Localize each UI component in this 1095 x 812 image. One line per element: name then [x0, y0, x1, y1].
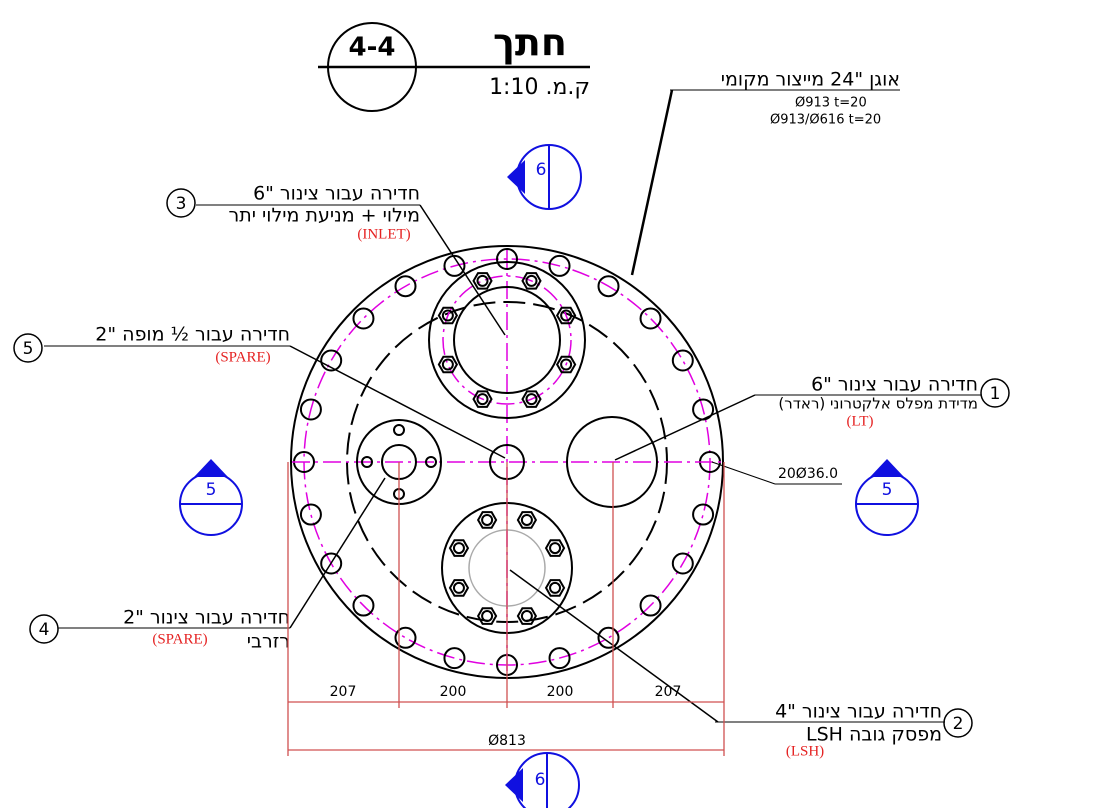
callout-line: חדירה עבור צינור "6 [253, 183, 420, 205]
flange-label: אוגן "24 מייצור מקומי [721, 69, 900, 91]
circle [673, 351, 693, 371]
leader [290, 478, 385, 628]
circle [301, 505, 321, 525]
scale: ק.מ. 1:10 [489, 75, 590, 100]
circle [693, 505, 713, 525]
leader [290, 346, 505, 458]
callout-number: 1 [990, 384, 1001, 404]
callout-tag: (LT) [847, 413, 874, 429]
callout-number: 5 [23, 339, 34, 359]
callout-line: חדירה עבור צינור "6 [811, 374, 978, 396]
callout-number: 3 [176, 194, 187, 214]
dimension: 200 [440, 684, 467, 700]
callout-line: חדירה עבור צינור "4 [775, 701, 942, 723]
leader [615, 395, 755, 460]
number-bubbles [14, 189, 1009, 737]
flange-spec: Ø913 t=20 [795, 96, 867, 111]
section-number: 5 [206, 480, 217, 500]
section-id: 4-4 [349, 33, 396, 63]
section-number: 5 [882, 480, 893, 500]
callout-tag: (INLET) [357, 226, 410, 242]
drawing: 4-4 חתך ק.מ. 1:10 אוגן "24 מייצור מקומי … [0, 0, 1095, 808]
circle [482, 515, 492, 525]
callout-tag: (SPARE) [152, 631, 207, 647]
section-mark: 5 [180, 459, 242, 535]
callout-line: רזרבי [247, 631, 290, 653]
leader [632, 90, 672, 275]
hole-dimension: 20Ø36.0 [778, 466, 838, 482]
section-mark: 5 [856, 459, 918, 535]
callout-tag: (SPARE) [215, 349, 270, 365]
circle [478, 276, 488, 286]
circle [482, 611, 492, 621]
leader [510, 570, 718, 722]
circle [353, 308, 373, 328]
callout-line: חדירה עבור צינור "2 [123, 607, 290, 629]
title: חתך [493, 21, 567, 65]
section-mark: 6 [505, 753, 579, 808]
circle [550, 583, 560, 593]
section-mark: 6 [507, 145, 581, 209]
circle [444, 648, 464, 668]
callout-line: חדירה עבור ½ מופה "2 [95, 324, 290, 346]
dimension: 207 [655, 684, 682, 700]
circle [454, 583, 464, 593]
dimension: 207 [330, 684, 357, 700]
circle [454, 543, 464, 553]
flange-spec: Ø913/Ø616 t=20 [770, 113, 881, 128]
circle [599, 628, 619, 648]
callout-line: מילוי + מניעת מילוי יתר [229, 205, 420, 227]
callout-tag: (LSH) [786, 743, 824, 759]
dimension: 200 [547, 684, 574, 700]
callout-number: 4 [39, 620, 50, 640]
circle [641, 308, 661, 328]
callout-number: 2 [953, 714, 964, 734]
callout-line: מפסק גובה LSH [806, 724, 942, 746]
circle [394, 425, 404, 435]
circle [522, 611, 532, 621]
circle [550, 543, 560, 553]
circle [522, 515, 532, 525]
circle [443, 359, 453, 369]
callout-line: מדידת מפלס אלקטרוני (ראדר) [778, 395, 978, 413]
section-number: 6 [536, 160, 547, 180]
dimension: Ø813 [488, 733, 526, 749]
section-number: 6 [535, 770, 546, 790]
